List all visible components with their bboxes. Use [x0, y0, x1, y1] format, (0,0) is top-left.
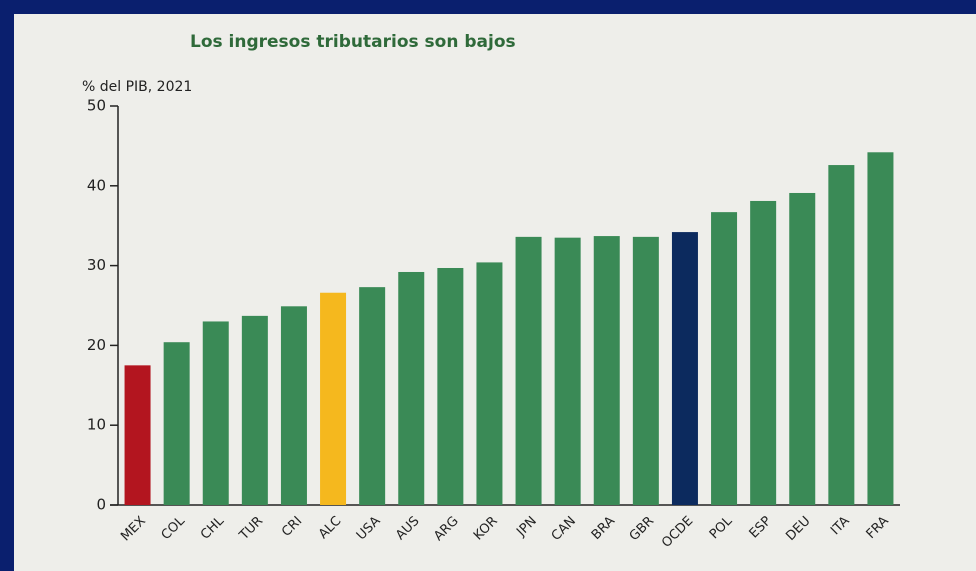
y-tick-label: 0	[96, 496, 106, 514]
bar	[867, 152, 894, 505]
bar	[202, 321, 229, 505]
bar	[476, 262, 503, 505]
bar	[241, 315, 268, 505]
y-tick-label: 40	[87, 176, 106, 194]
bar	[711, 212, 738, 505]
bar	[789, 192, 816, 505]
y-tick-label: 10	[87, 416, 106, 434]
bar	[828, 165, 855, 505]
bar	[515, 236, 542, 505]
bar	[320, 292, 347, 505]
chart-title: Los ingresos tributarios son bajos	[190, 32, 516, 52]
bar	[163, 342, 190, 505]
y-tick-label: 30	[87, 256, 106, 274]
bar	[359, 287, 386, 505]
y-tick-label: 50	[87, 97, 106, 115]
y-axis-label: % del PIB, 2021	[82, 79, 192, 95]
bar	[750, 200, 777, 505]
bar	[671, 232, 698, 506]
bar	[280, 306, 307, 505]
bar	[554, 237, 581, 506]
y-tick-label: 20	[87, 336, 106, 354]
bar	[398, 271, 425, 505]
bar	[124, 365, 151, 505]
bar	[593, 236, 620, 505]
bar	[632, 236, 659, 505]
bar	[437, 267, 464, 505]
